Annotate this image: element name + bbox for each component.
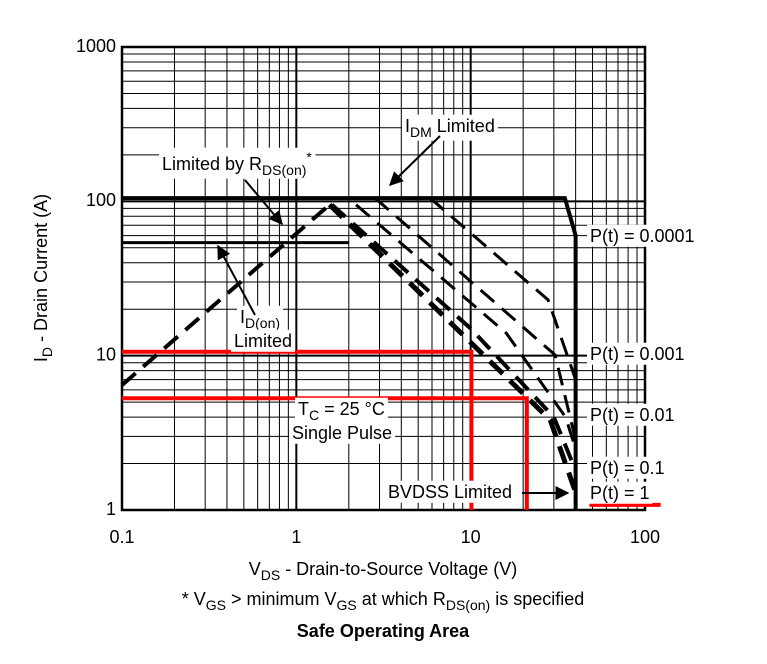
text-part: V — [249, 559, 261, 579]
label-background — [289, 421, 396, 444]
text-part: > minimum V — [226, 589, 337, 609]
text-part: P(t) = 0.1 — [590, 458, 665, 478]
text-part: P(t) = 0.0001 — [590, 226, 695, 246]
y-tick-label: 1 — [106, 499, 116, 519]
text-part: - Drain-to-Source Voltage (V) — [280, 559, 517, 579]
arrow — [389, 135, 441, 186]
annotation: TC = 25 °C — [298, 399, 385, 423]
annotation: BVDSS Limited — [388, 482, 512, 502]
text-part: GS — [206, 597, 226, 613]
annotation: P(t) = 0.01 — [590, 405, 675, 425]
label-background — [385, 480, 516, 503]
text-part: D — [39, 347, 55, 357]
text-part: Limited — [432, 116, 495, 136]
text-part: = 25 °C — [319, 399, 385, 419]
annotation: Limited by RDS(on)* — [162, 149, 312, 178]
annotation: Limited — [234, 331, 292, 351]
x-axis-label: VDS - Drain-to-Source Voltage (V) — [249, 559, 518, 583]
text-part: C — [309, 407, 319, 423]
annotation: P(t) = 0.001 — [590, 344, 685, 364]
label-background — [587, 456, 668, 479]
text-part: DS(on) — [446, 597, 490, 613]
y-tick-label: 100 — [86, 190, 116, 210]
text-part: - Drain Current (A) — [31, 194, 51, 347]
text-part: Single Pulse — [292, 423, 392, 443]
series-line — [327, 202, 578, 494]
arrow — [217, 244, 256, 316]
chart-title: Safe Operating Area — [297, 621, 470, 641]
text-part: P(t) = 0.001 — [590, 344, 685, 364]
annotation: P(t) = 0.0001 — [590, 226, 695, 246]
x-tick-label: 100 — [630, 527, 660, 547]
label-background — [587, 224, 698, 247]
y-tick-label: 10 — [96, 344, 116, 364]
text-part: Limited by R — [162, 154, 262, 174]
x-tick-label: 1 — [291, 527, 301, 547]
label-background — [402, 114, 498, 141]
label-background — [587, 403, 678, 426]
series-line — [122, 349, 474, 510]
arrow — [244, 179, 283, 226]
text-part: Limited — [234, 331, 292, 351]
text-part: * — [306, 149, 312, 165]
text-part: at which R — [357, 589, 446, 609]
text-part: BVDSS Limited — [388, 482, 512, 502]
series-line — [122, 196, 578, 510]
label-background — [587, 342, 688, 365]
text-part: P(t) = 1 — [590, 483, 650, 503]
text-part: GS — [337, 597, 357, 613]
annotation: ID(on) — [240, 307, 280, 331]
label-background — [159, 147, 316, 179]
series-line — [355, 203, 578, 450]
label-background — [295, 397, 388, 424]
label-background — [231, 329, 296, 352]
series-line — [330, 203, 578, 472]
text-part: I — [405, 116, 410, 136]
text-part: DS(on) — [262, 162, 306, 178]
series-line — [374, 196, 578, 441]
y-axis-label: ID - Drain Current (A) — [31, 194, 55, 362]
label-background — [237, 305, 284, 332]
label-background — [587, 481, 653, 504]
annotation: P(t) = 1 — [590, 483, 650, 503]
series-line — [122, 396, 529, 510]
text-part: I — [240, 307, 245, 327]
footnote: * VGS > minimum VGS at which RDS(on) is … — [182, 589, 584, 613]
x-tick-label: 10 — [461, 527, 481, 547]
text-part: I — [31, 357, 51, 362]
text-part: D(on) — [245, 315, 280, 331]
plot-frame — [120, 45, 647, 512]
annotation: Single Pulse — [292, 423, 392, 443]
text-part: DS — [261, 567, 280, 583]
y-tick-label: 1000 — [76, 36, 116, 56]
annotation: P(t) = 0.1 — [590, 458, 665, 478]
series-line — [120, 203, 331, 387]
text-part: T — [298, 399, 309, 419]
x-tick-label: 0.1 — [109, 527, 134, 547]
text-part: * V — [182, 589, 206, 609]
text-part: DM — [410, 124, 432, 140]
annotation: IDM Limited — [405, 116, 495, 140]
series-line — [429, 196, 578, 381]
text-part: is specified — [490, 589, 584, 609]
text-part: P(t) = 0.01 — [590, 405, 675, 425]
